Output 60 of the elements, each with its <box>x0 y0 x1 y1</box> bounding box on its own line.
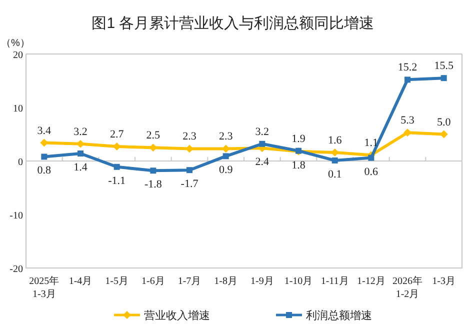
data-label: 1.9 <box>292 132 306 145</box>
legend-label: 营业收入增速 <box>144 309 210 322</box>
x-tick-label: 1-3月 <box>432 276 456 287</box>
point <box>112 142 121 151</box>
point <box>76 140 84 148</box>
point <box>186 167 192 174</box>
point <box>259 140 266 147</box>
point <box>404 76 410 83</box>
point <box>186 144 194 153</box>
data-label: 1.4 <box>74 162 88 174</box>
data-label: 3.2 <box>255 126 270 138</box>
x-tick-label: 2025年 1-3月 <box>29 275 60 300</box>
data-label: 2.3 <box>182 130 197 143</box>
data-label: -1.7 <box>180 178 199 190</box>
point <box>368 154 374 161</box>
data-label: 2.7 <box>110 128 124 141</box>
point <box>222 153 229 160</box>
point <box>41 154 48 160</box>
data-label: 0.8 <box>37 164 52 177</box>
data-label: 0.1 <box>328 168 342 180</box>
x-tick-label: 1-10月 <box>284 276 313 287</box>
data-label: 5.0 <box>436 116 452 128</box>
data-label: 1.1 <box>364 137 378 150</box>
data-label: 2.4 <box>255 156 270 168</box>
data-label: 15.2 <box>398 62 418 74</box>
data-label: 3.4 <box>37 124 52 137</box>
y-axis-title: （%） <box>1 38 30 49</box>
point <box>440 75 447 82</box>
point <box>114 164 120 170</box>
y-tick-label: 10 <box>13 104 23 114</box>
x-tick-label: 1-12月 <box>356 276 386 287</box>
x-tick-label: 2026年 1-2月 <box>392 275 422 300</box>
y-tick-label: -10 <box>10 210 23 222</box>
x-tick-label: 1-5月 <box>105 276 129 287</box>
point <box>404 128 412 137</box>
data-label: 2.5 <box>146 130 161 142</box>
data-label: 0.9 <box>218 164 234 176</box>
x-tick-label: 1-11月 <box>320 276 349 287</box>
y-tick-label: 0 <box>18 157 23 168</box>
data-label: 1.6 <box>328 134 342 146</box>
point <box>78 150 84 157</box>
x-tick-label: 1-9月 <box>250 276 274 287</box>
data-label: -1.1 <box>108 174 126 187</box>
data-label: 0.6 <box>364 166 379 178</box>
legend-label: 利润总额增速 <box>306 309 372 322</box>
point <box>332 157 338 164</box>
data-label: 2.3 <box>218 130 234 143</box>
point <box>150 168 156 174</box>
data-label: 1.8 <box>292 159 306 172</box>
y-tick-label: 20 <box>13 50 23 61</box>
data-label: -1.8 <box>144 178 162 191</box>
data-label: 3.2 <box>74 126 88 138</box>
x-tick-label: 1-4月 <box>68 276 92 287</box>
chart-title: 图1 各月累计营业收入与利润总额同比增速 <box>92 15 374 32</box>
y-tick-label: -20 <box>10 264 23 275</box>
x-tick-label: 1-8月 <box>214 276 238 287</box>
x-tick-label: 1-7月 <box>178 276 202 287</box>
x-tick-label: 1-6月 <box>141 276 165 287</box>
data-label: 5.3 <box>400 114 415 127</box>
data-label: 15.5 <box>434 60 454 72</box>
